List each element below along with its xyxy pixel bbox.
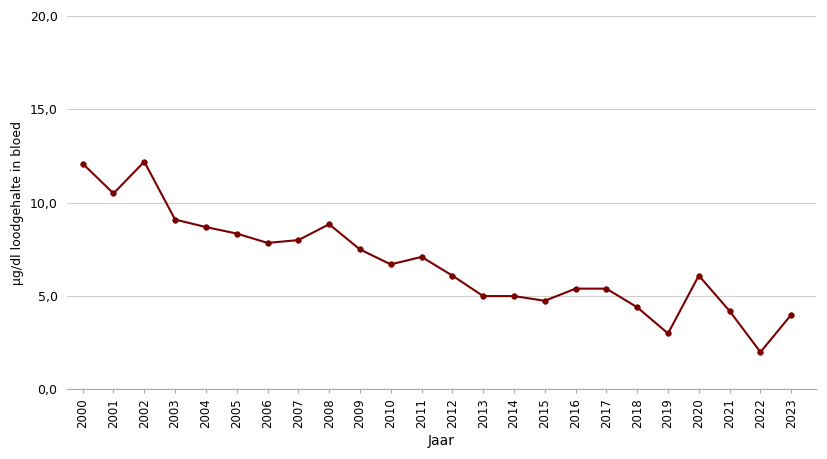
Y-axis label: μg/dl loodgehalte in bloed: μg/dl loodgehalte in bloed [11, 121, 24, 285]
X-axis label: Jaar: Jaar [428, 434, 455, 448]
